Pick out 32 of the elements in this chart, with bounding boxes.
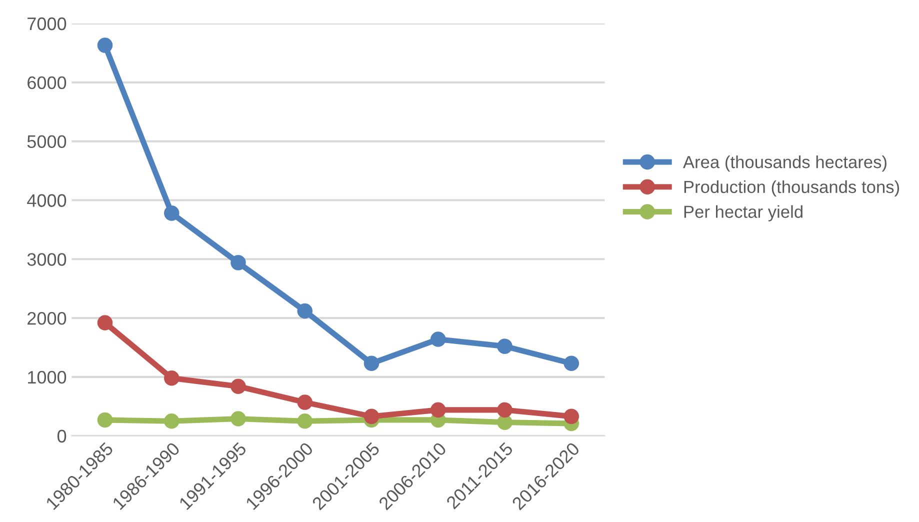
point: [564, 408, 580, 424]
legend-label: Area (thousands hectares): [682, 155, 886, 172]
point: [430, 402, 446, 418]
legend-label: Per hectar yield: [684, 205, 802, 222]
point: [297, 394, 313, 410]
y-tick-label: 3000: [27, 253, 66, 266]
point: [164, 414, 180, 429]
point: [364, 408, 380, 424]
point: [564, 356, 580, 372]
point: [497, 414, 512, 430]
legend-label: Production (thousands tons): [684, 180, 900, 197]
point: [230, 378, 246, 394]
y-tick-label: 4000: [27, 194, 66, 207]
point: [97, 38, 113, 53]
point: [230, 255, 246, 270]
point: [497, 402, 512, 418]
y-tick-label: 1000: [28, 370, 66, 384]
y-tick-label: 6000: [28, 76, 66, 90]
y-tick-label: 5000: [27, 135, 66, 148]
point: [230, 411, 246, 426]
point: [297, 414, 313, 429]
point: [497, 338, 512, 354]
y-tick-label: 7000: [28, 17, 66, 30]
point: [164, 370, 180, 386]
point: [97, 315, 113, 330]
point: [164, 206, 180, 221]
point: [430, 332, 446, 347]
y-tick-label: 2000: [28, 312, 66, 325]
point: [364, 356, 380, 372]
point: [297, 303, 313, 319]
point: [97, 412, 113, 428]
y-tick-label: 0: [57, 430, 66, 443]
